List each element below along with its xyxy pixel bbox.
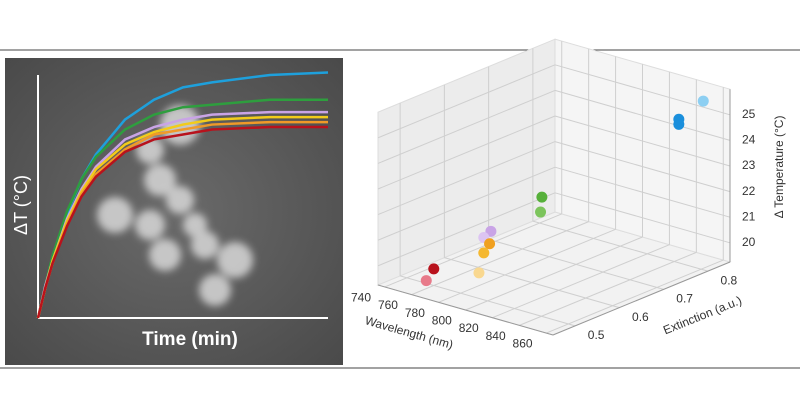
y-tick-label: 0.7 bbox=[676, 292, 693, 306]
line-series bbox=[36, 125, 328, 319]
grid-line bbox=[554, 192, 731, 244]
grid-line bbox=[411, 221, 589, 296]
point bbox=[420, 275, 432, 287]
point bbox=[428, 263, 440, 275]
grid-line bbox=[554, 115, 731, 167]
z-axis-label: Δ Temperature (°C) bbox=[772, 116, 786, 219]
grid-line bbox=[377, 192, 556, 267]
grid-line bbox=[444, 257, 620, 309]
grid-line bbox=[377, 166, 556, 241]
y-tick-label: 0.8 bbox=[721, 273, 738, 287]
point bbox=[697, 95, 709, 107]
z-tick-label: 25 bbox=[742, 107, 756, 121]
z-tick-label: 21 bbox=[742, 209, 756, 223]
point bbox=[536, 191, 548, 203]
grid-line bbox=[438, 228, 616, 303]
grid-line bbox=[554, 141, 731, 193]
y-axis-label: ΔT (°C) bbox=[11, 175, 31, 235]
z-tick-label: 24 bbox=[742, 133, 756, 147]
x-tick-label: 760 bbox=[378, 298, 398, 312]
grid-line bbox=[554, 64, 731, 116]
grid-line bbox=[519, 251, 697, 326]
grid-line bbox=[554, 166, 731, 218]
grid-line bbox=[384, 213, 562, 288]
x-tick-label: 780 bbox=[405, 306, 425, 320]
grid-line bbox=[377, 89, 556, 164]
x-axis bbox=[377, 284, 554, 336]
point bbox=[473, 267, 485, 279]
z-tick-label: 20 bbox=[742, 235, 756, 249]
grid-line bbox=[532, 220, 709, 272]
grid-line bbox=[377, 115, 556, 190]
z-tick-label: 23 bbox=[742, 158, 756, 172]
point bbox=[535, 206, 547, 218]
grid-line bbox=[546, 259, 724, 334]
x-tick-label: 860 bbox=[513, 337, 533, 351]
grid-line bbox=[465, 236, 643, 311]
grid-line bbox=[377, 141, 556, 216]
x-tick-label: 820 bbox=[459, 321, 479, 335]
y-tick-label: 0.5 bbox=[588, 328, 605, 342]
point bbox=[478, 247, 490, 259]
x-tick-label: 800 bbox=[432, 313, 452, 327]
y-axis bbox=[552, 261, 731, 336]
point bbox=[673, 118, 685, 130]
grid-line bbox=[488, 238, 664, 290]
y-axis-label: Extinction (a.u.) bbox=[661, 293, 744, 337]
y-tick-label: 0.6 bbox=[632, 310, 649, 324]
grid-line bbox=[492, 244, 670, 319]
x-axis-label: Time (min) bbox=[142, 329, 238, 350]
point bbox=[485, 225, 497, 237]
x-tick-label: 740 bbox=[351, 290, 371, 304]
z-tick-label: 22 bbox=[742, 184, 756, 198]
x-tick-label: 840 bbox=[486, 329, 506, 343]
point bbox=[484, 238, 496, 250]
grid-line bbox=[554, 89, 731, 141]
grid-line bbox=[377, 64, 556, 139]
